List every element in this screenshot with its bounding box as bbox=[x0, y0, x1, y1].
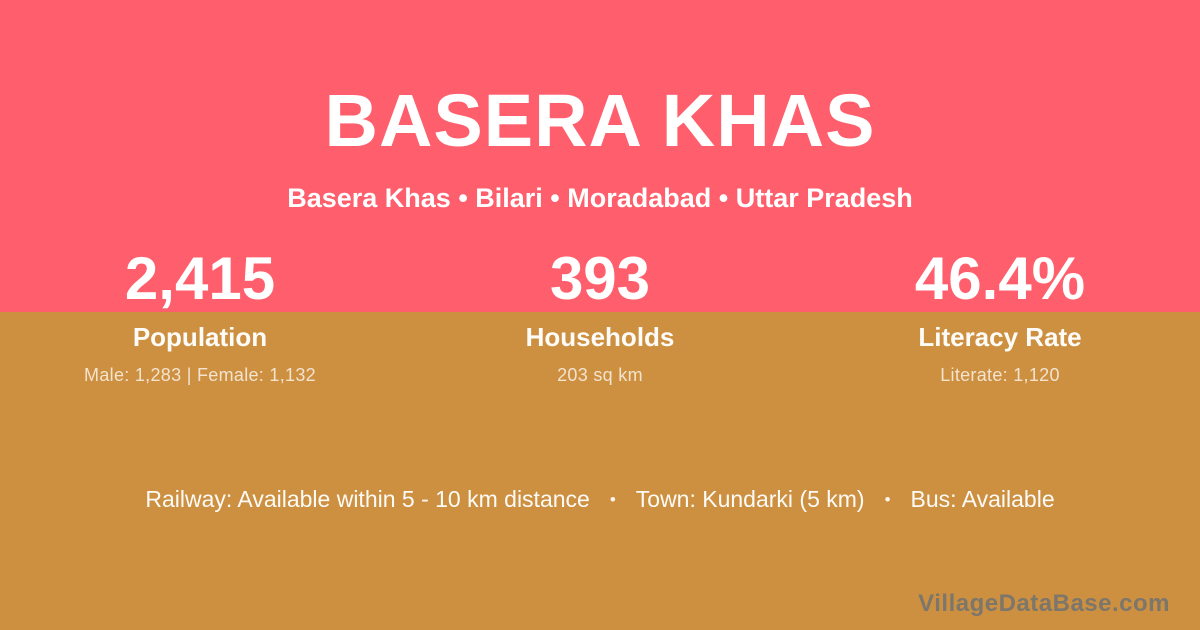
population-label: Population bbox=[132, 322, 268, 352]
households-detail: 203 sq km bbox=[557, 365, 643, 385]
literacy-value: 46.4% bbox=[914, 245, 1086, 312]
watermark: VillageDataBase.com bbox=[918, 590, 1170, 617]
population-value: 2,415 bbox=[124, 245, 276, 312]
top-background-band bbox=[0, 0, 1200, 312]
bullet-separator-icon: • bbox=[884, 489, 891, 509]
page-title: BASERA KHAS bbox=[324, 79, 876, 162]
transport-info-line: Railway: Available within 5 - 10 km dist… bbox=[0, 486, 1200, 513]
population-detail: Male: 1,283 | Female: 1,132 bbox=[84, 365, 316, 385]
literacy-label: Literacy Rate bbox=[918, 322, 1082, 352]
households-value: 393 bbox=[549, 245, 651, 312]
town-info: Town: Kundarki (5 km) bbox=[635, 486, 865, 512]
literacy-detail: Literate: 1,120 bbox=[940, 365, 1060, 385]
stats-row: 2,415 Population Male: 1,283 | Female: 1… bbox=[0, 249, 1200, 386]
stat-population: 2,415 Population Male: 1,283 | Female: 1… bbox=[0, 249, 400, 386]
stat-households: 393 Households 203 sq km bbox=[400, 249, 800, 386]
households-label: Households bbox=[525, 322, 675, 352]
breadcrumb-location: Basera Khas • Bilari • Moradabad • Uttar… bbox=[287, 183, 913, 213]
railway-info: Railway: Available within 5 - 10 km dist… bbox=[145, 486, 590, 512]
bullet-separator-icon: • bbox=[609, 489, 616, 509]
bus-info: Bus: Available bbox=[910, 486, 1055, 512]
stat-literacy-rate: 46.4% Literacy Rate Literate: 1,120 bbox=[800, 249, 1200, 386]
